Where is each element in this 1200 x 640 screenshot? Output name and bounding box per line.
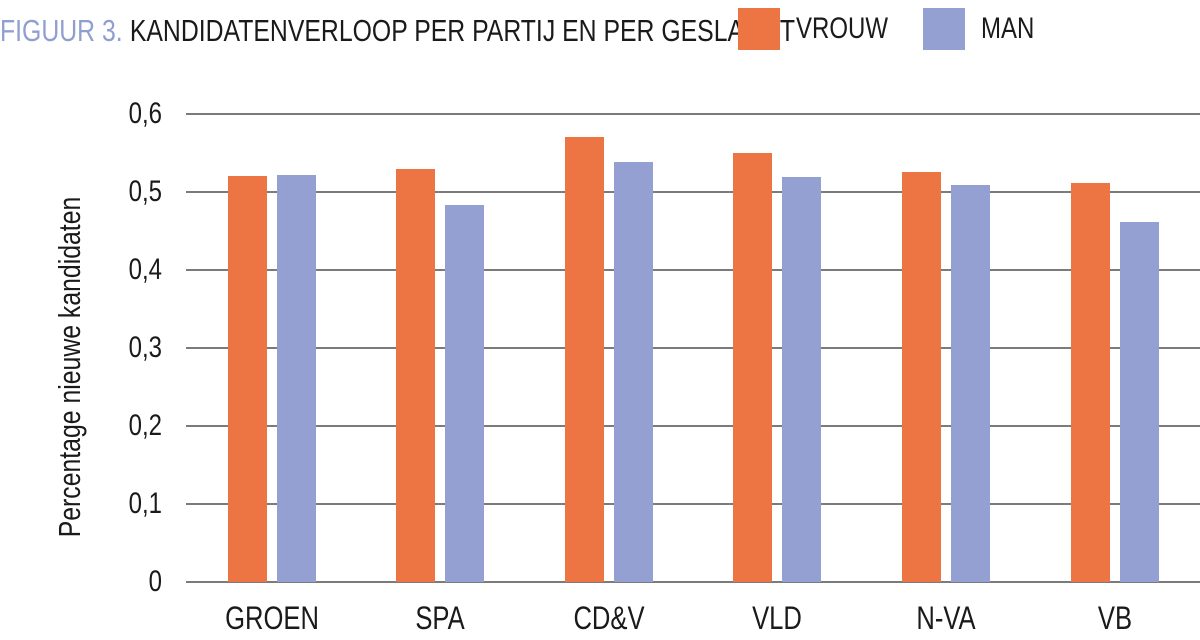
gridline-0.2 bbox=[186, 425, 1200, 427]
bar-nva-vrouw bbox=[902, 172, 941, 582]
figure-header: FIGUUR 3. KANDIDATENVERLOOP PER PARTIJ EN… bbox=[0, 13, 994, 49]
bar-nva-man bbox=[951, 185, 990, 582]
y-tick-label-0.6: 0,6 bbox=[128, 97, 162, 130]
bar-vb-vrouw bbox=[1071, 183, 1110, 582]
legend-swatch-man bbox=[923, 8, 965, 50]
gridline-0 bbox=[186, 581, 1200, 583]
x-category-label-vld: VLD bbox=[752, 600, 802, 636]
y-tick-label-0.3: 0,3 bbox=[128, 331, 162, 364]
gridline-0.4 bbox=[186, 269, 1200, 271]
x-category-label-groen: GROEN bbox=[225, 600, 319, 636]
y-tick-label-0.2: 0,2 bbox=[128, 409, 162, 442]
bar-vld-vrouw bbox=[733, 153, 772, 582]
y-tick-label-0: 0 bbox=[148, 565, 162, 598]
y-tick-label-0.1: 0,1 bbox=[128, 487, 162, 520]
bar-vld-man bbox=[782, 177, 821, 582]
legend-label-man: MAN bbox=[981, 12, 1035, 45]
legend-swatch-vrouw bbox=[738, 8, 780, 50]
figure-title: KANDIDATENVERLOOP PER PARTIJ EN PER GESL… bbox=[129, 13, 796, 48]
bar-spa-vrouw bbox=[396, 169, 435, 582]
bar-groen-vrouw bbox=[228, 176, 267, 582]
y-tick-label-0.4: 0,4 bbox=[128, 253, 162, 286]
bar-chart-plot-area bbox=[186, 113, 1200, 583]
gridline-0.6 bbox=[186, 113, 1200, 115]
bar-vb-man bbox=[1120, 222, 1159, 582]
bar-spa-man bbox=[445, 205, 484, 582]
bar-cdv-vrouw bbox=[565, 137, 604, 582]
bar-groen-man bbox=[277, 175, 316, 582]
gridline-0.3 bbox=[186, 347, 1200, 349]
x-category-label-vb: VB bbox=[1097, 600, 1133, 636]
gridline-0.1 bbox=[186, 503, 1200, 505]
bar-cdv-man bbox=[614, 162, 653, 582]
x-category-label-spa: SPA bbox=[415, 600, 465, 636]
y-tick-label-0.5: 0,5 bbox=[128, 175, 162, 208]
x-category-label-cdv: CD&V bbox=[573, 600, 645, 636]
figure-label: FIGUUR 3. bbox=[0, 13, 123, 48]
gridline-0.5 bbox=[186, 191, 1200, 193]
x-category-label-nva: N-VA bbox=[916, 600, 976, 636]
legend-label-vrouw: VROUW bbox=[796, 12, 888, 45]
